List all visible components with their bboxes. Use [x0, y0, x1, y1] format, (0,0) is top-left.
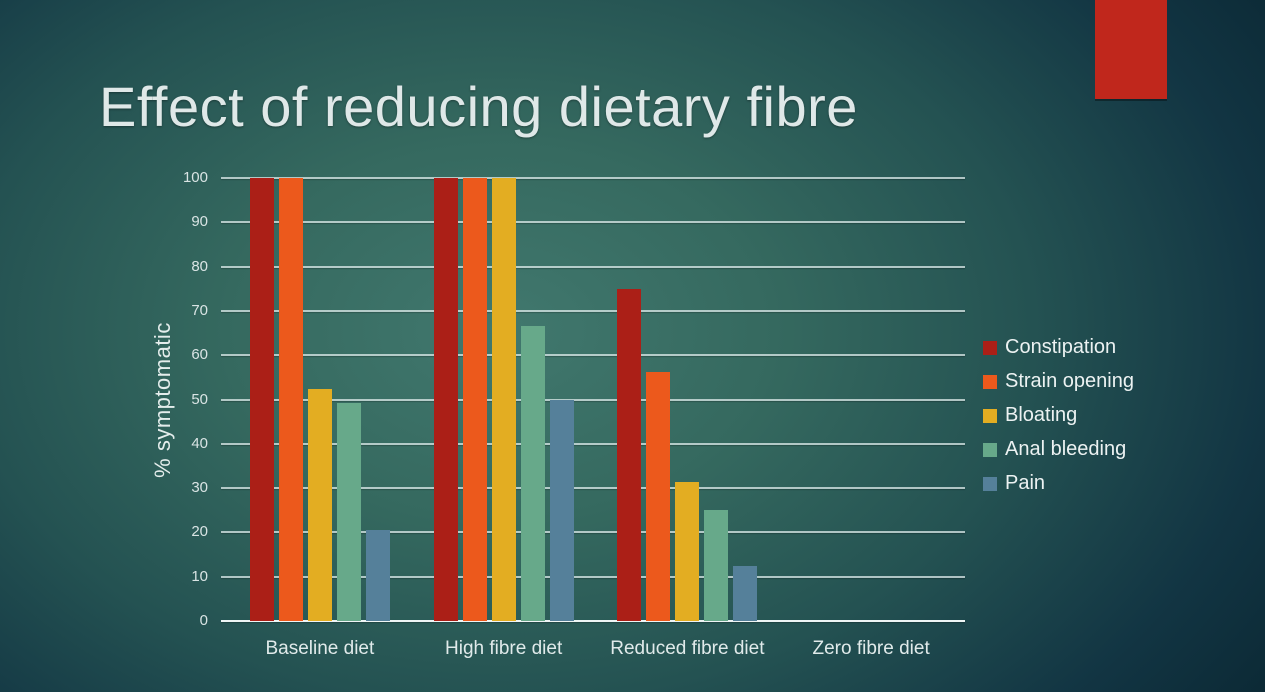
bar-strain-opening-reduced-fibre-diet — [646, 371, 671, 621]
y-tick-label-10: 10 — [191, 567, 208, 585]
legend: Constipation Strain opening Bloating Anal b… — [983, 336, 1134, 506]
legend-marker-constipation — [983, 340, 997, 355]
bar-constipation-reduced-fibre-diet — [617, 288, 642, 621]
gridline-40 — [221, 442, 965, 445]
legend-marker-bloating — [983, 408, 997, 423]
x-axis-label-baseline-diet: Baseline diet — [265, 638, 375, 659]
y-tick-label-40: 40 — [191, 434, 208, 452]
bar-anal-bleeding-high-fibre-diet — [520, 325, 545, 621]
accent-rectangle — [1095, 0, 1167, 99]
gridline-20 — [221, 531, 965, 534]
legend-marker-strain-opening — [983, 374, 997, 389]
y-tick-label-90: 90 — [191, 213, 208, 231]
gridline-70 — [221, 309, 965, 312]
legend-item-pain: Pain — [983, 472, 1134, 495]
legend-label-strain-opening: Strain opening — [1005, 370, 1134, 392]
bar-anal-bleeding-baseline-diet — [336, 403, 361, 621]
bar-anal-bleeding-reduced-fibre-diet — [704, 510, 729, 621]
gridline-0 — [221, 620, 965, 622]
gridline-10 — [221, 575, 965, 578]
bar-pain-high-fibre-diet — [549, 399, 574, 621]
slide-title: Effect of reducing dietary fibre — [99, 74, 858, 138]
y-tick-label-50: 50 — [191, 390, 208, 408]
gridline-60 — [221, 354, 965, 357]
x-axis-label-high-fibre-diet: High fibre diet — [445, 638, 563, 659]
legend-label-pain: Pain — [1005, 472, 1046, 494]
y-tick-label-0: 0 — [199, 612, 208, 629]
legend-marker-pain — [983, 476, 997, 491]
bar-strain-opening-baseline-diet — [278, 178, 303, 621]
bar-bloating-high-fibre-diet — [491, 178, 516, 621]
gridline-80 — [221, 265, 965, 268]
legend-item-anal-bleeding: Anal bleeding — [983, 438, 1134, 461]
bar-bloating-baseline-diet — [307, 388, 332, 621]
gridline-90 — [221, 221, 965, 224]
bar-pain-baseline-diet — [365, 529, 390, 621]
bar-bloating-reduced-fibre-diet — [675, 482, 700, 621]
y-tick-label-70: 70 — [191, 301, 208, 319]
y-tick-label-20: 20 — [191, 523, 208, 541]
legend-label-bloating: Bloating — [1005, 404, 1078, 426]
y-tick-label-30: 30 — [191, 479, 208, 497]
gridline-30 — [221, 487, 965, 490]
bar-constipation-baseline-diet — [249, 178, 274, 621]
gridline-50 — [221, 398, 965, 401]
x-axis-label-zero-fibre-diet: Zero fibre diet — [812, 638, 930, 659]
y-tick-label-60: 60 — [191, 346, 208, 364]
legend-item-strain-opening: Strain opening — [983, 370, 1134, 393]
legend-marker-anal-bleeding — [983, 442, 997, 457]
bar-strain-opening-high-fibre-diet — [462, 178, 487, 621]
legend-item-bloating: Bloating — [983, 404, 1134, 427]
y-tick-label-100: 100 — [182, 169, 208, 186]
gridline-100 — [221, 177, 965, 179]
legend-label-constipation: Constipation — [1005, 336, 1117, 358]
x-axis-label-reduced-fibre-diet: Reduced fibre diet — [610, 638, 765, 659]
plot-area: 0 10 20 30 40 50 60 70 80 90 100 Baseline diet High … — [183, 169, 965, 659]
bar-pain-reduced-fibre-diet — [733, 565, 758, 621]
bar-constipation-high-fibre-diet — [433, 178, 458, 621]
legend-item-constipation: Constipation — [983, 336, 1134, 359]
y-tick-label-80: 80 — [191, 257, 208, 275]
legend-label-anal-bleeding: Anal bleeding — [1005, 438, 1127, 460]
